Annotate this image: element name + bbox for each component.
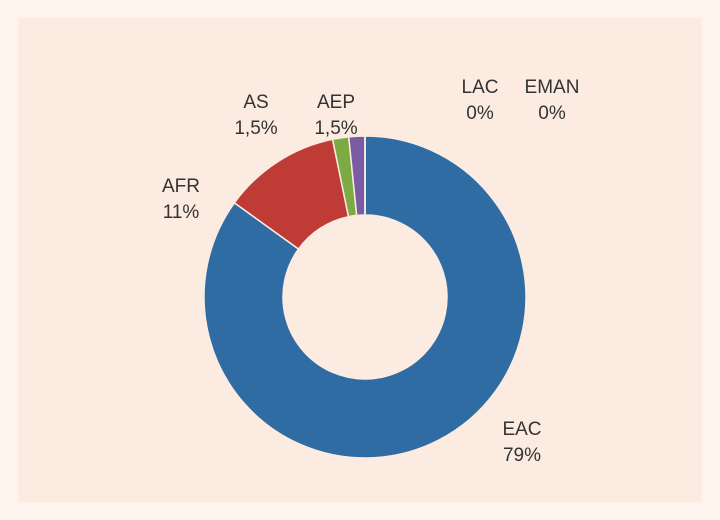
slice-label: EAC [502, 419, 541, 440]
slice-label: AFR [162, 176, 200, 197]
slice-label: AS [243, 92, 268, 113]
slice-label: AEP [317, 92, 355, 113]
slice-value-label: 1,5% [234, 118, 277, 139]
slice-label: EMAN [525, 77, 580, 98]
donut-slice [203, 135, 527, 459]
slice-label: LAC [462, 77, 499, 98]
slice-value-label: 79% [503, 445, 541, 466]
slice-value-label: 0% [538, 103, 566, 124]
slice-value-label: 1,5% [314, 118, 357, 139]
slice-value-label: 0% [466, 103, 494, 124]
slice-value-label: 11% [163, 202, 200, 223]
